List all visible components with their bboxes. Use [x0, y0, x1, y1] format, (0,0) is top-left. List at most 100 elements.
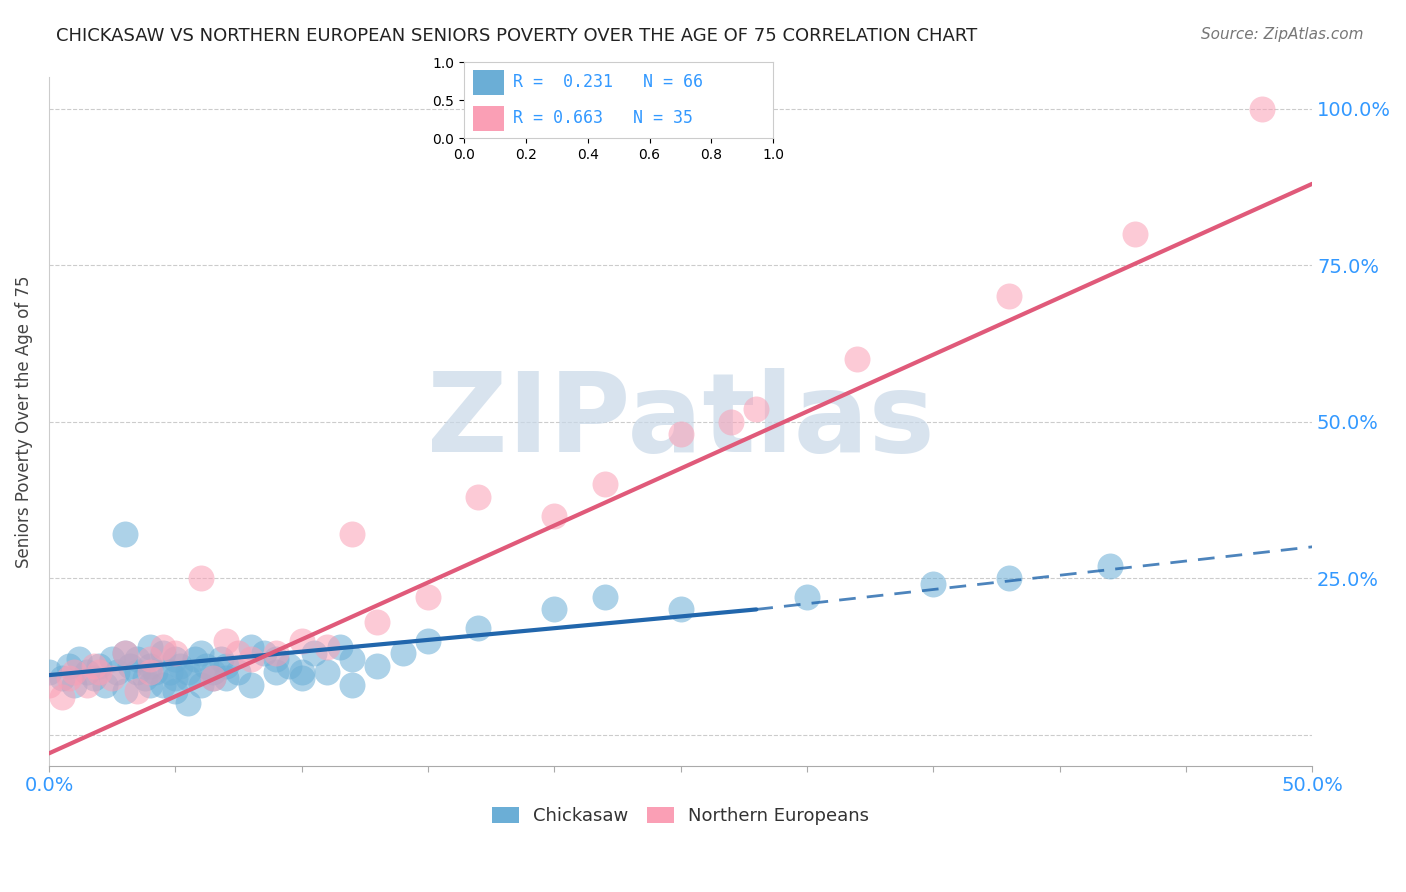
Y-axis label: Seniors Poverty Over the Age of 75: Seniors Poverty Over the Age of 75 [15, 276, 32, 568]
Point [38, 677, 60, 691]
Point [998, 571, 1021, 585]
Text: CHICKASAW VS NORTHERN EUROPEAN SENIORS POVERTY OVER THE AGE OF 75 CORRELATION CH: CHICKASAW VS NORTHERN EUROPEAN SENIORS P… [56, 27, 977, 45]
Point [315, 665, 337, 679]
Point [291, 665, 314, 679]
Point [391, 646, 413, 660]
Point [152, 640, 174, 654]
Point [139, 652, 162, 666]
Text: Source: ZipAtlas.com: Source: ZipAtlas.com [1201, 27, 1364, 42]
Point [291, 633, 314, 648]
Point [190, 677, 212, 691]
Point [67, 652, 90, 666]
Point [101, 652, 124, 666]
Point [266, 646, 288, 660]
Point [467, 490, 489, 504]
FancyBboxPatch shape [474, 70, 505, 95]
Point [266, 652, 288, 666]
Point [416, 633, 439, 648]
Text: R =  0.231   N = 66: R = 0.231 N = 66 [513, 73, 703, 91]
Point [127, 665, 149, 679]
Point [93, 677, 115, 691]
Point [669, 427, 692, 442]
Point [593, 477, 616, 491]
Point [315, 640, 337, 654]
Point [152, 677, 174, 691]
Point [215, 633, 238, 648]
Point [63, 665, 86, 679]
Point [105, 665, 128, 679]
Point [1123, 227, 1146, 241]
Point [127, 652, 149, 666]
Point [253, 646, 276, 660]
Point [114, 646, 136, 660]
Text: R = 0.663   N = 35: R = 0.663 N = 35 [513, 109, 693, 127]
Point [143, 665, 166, 679]
Point [278, 658, 301, 673]
Point [266, 665, 288, 679]
Point [101, 671, 124, 685]
Point [63, 677, 86, 691]
Point [184, 652, 207, 666]
Point [165, 646, 187, 660]
Point [177, 696, 200, 710]
Point [89, 665, 111, 679]
Point [202, 665, 225, 679]
Point [127, 683, 149, 698]
Point [291, 671, 314, 685]
Point [543, 602, 565, 616]
Point [240, 677, 263, 691]
Point [83, 671, 105, 685]
Point [240, 652, 263, 666]
Point [669, 602, 692, 616]
Point [340, 527, 363, 541]
Point [58, 658, 80, 673]
Point [796, 590, 818, 604]
Point [202, 671, 225, 685]
Point [165, 671, 187, 685]
Point [177, 665, 200, 679]
Point [114, 683, 136, 698]
Point [152, 646, 174, 660]
Point [593, 590, 616, 604]
Point [139, 665, 162, 679]
Point [139, 640, 162, 654]
Point [240, 640, 263, 654]
Point [340, 652, 363, 666]
Point [139, 677, 162, 691]
Point [194, 658, 217, 673]
Point [467, 621, 489, 635]
Point [89, 658, 111, 673]
Point [177, 671, 200, 685]
Legend: Chickasaw, Northern Europeans: Chickasaw, Northern Europeans [485, 800, 876, 832]
Point [139, 658, 162, 673]
Point [38, 665, 60, 679]
Point [228, 665, 250, 679]
Point [165, 683, 187, 698]
Point [340, 677, 363, 691]
Point [165, 652, 187, 666]
Point [169, 658, 191, 673]
Point [83, 658, 105, 673]
Text: ZIPatlas: ZIPatlas [426, 368, 935, 475]
Point [366, 658, 388, 673]
Point [58, 671, 80, 685]
Point [202, 671, 225, 685]
Point [922, 577, 945, 591]
Point [51, 690, 73, 704]
Point [328, 640, 350, 654]
Point [76, 665, 98, 679]
Point [114, 646, 136, 660]
Point [190, 571, 212, 585]
Point [745, 402, 768, 417]
Point [998, 289, 1021, 303]
Point [114, 527, 136, 541]
Point [159, 665, 181, 679]
Point [228, 646, 250, 660]
Point [215, 658, 238, 673]
Point [302, 646, 325, 660]
Point [543, 508, 565, 523]
Point [215, 671, 238, 685]
Point [1250, 102, 1272, 116]
FancyBboxPatch shape [474, 105, 505, 130]
Point [190, 646, 212, 660]
